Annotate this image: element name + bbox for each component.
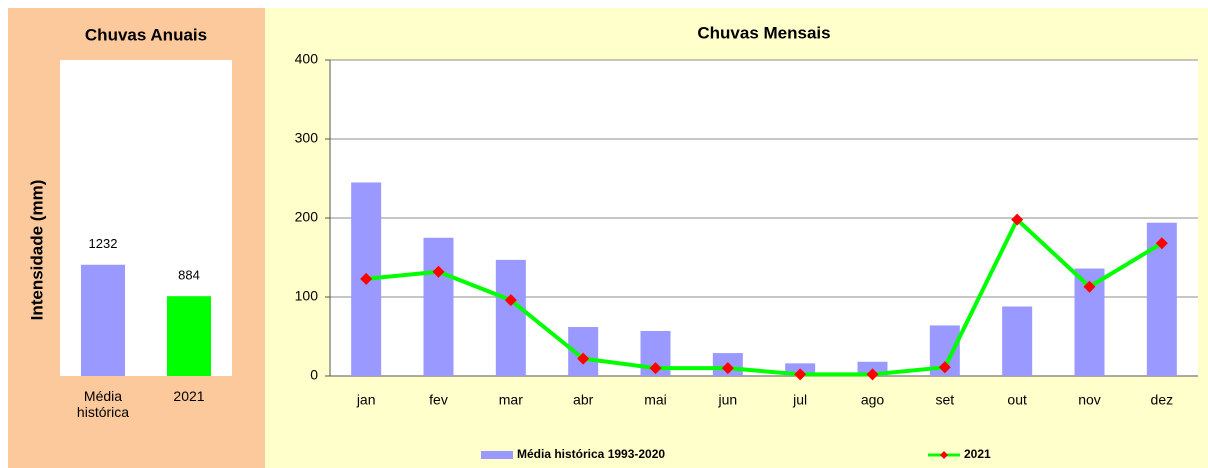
marker bbox=[504, 294, 517, 307]
chart-title: Chuvas Anuais bbox=[85, 25, 207, 44]
y-tick-label: 200 bbox=[295, 209, 319, 225]
x-tick-label: fev bbox=[429, 392, 448, 408]
marker bbox=[938, 361, 951, 374]
x-tick-label: jun bbox=[717, 392, 737, 408]
x-tick-label: jul bbox=[792, 392, 807, 408]
x-tick-label: mar bbox=[499, 392, 523, 408]
marker bbox=[794, 368, 807, 381]
y-tick-label: 0 bbox=[310, 367, 318, 383]
marker bbox=[649, 362, 662, 375]
y-tick-label: 100 bbox=[295, 288, 319, 304]
legend-swatch bbox=[481, 451, 513, 459]
x-tick-label: nov bbox=[1078, 392, 1101, 408]
x-tick-label: ago bbox=[861, 392, 885, 408]
x-tick-label: mai bbox=[644, 392, 667, 408]
x-tick-label: Média histórica bbox=[76, 388, 130, 420]
marker bbox=[432, 265, 445, 278]
data-label: 1232 bbox=[89, 236, 118, 251]
data-label: 884 bbox=[178, 268, 200, 283]
x-tick-label: jan bbox=[356, 392, 376, 408]
x-tick-label: dez bbox=[1151, 392, 1174, 408]
marker bbox=[577, 352, 590, 365]
marker bbox=[721, 362, 734, 375]
line bbox=[365, 217, 1163, 377]
x-tick-label: set bbox=[935, 392, 954, 408]
legend-label: Média histórica 1993-2020 bbox=[517, 447, 665, 461]
y-tick-label: 300 bbox=[295, 130, 319, 146]
marker bbox=[1155, 237, 1168, 250]
bar bbox=[81, 264, 125, 376]
legend-label: 2021 bbox=[964, 447, 991, 461]
marker bbox=[360, 272, 373, 285]
bar bbox=[1002, 306, 1033, 376]
x-tick-label: 2021 bbox=[173, 388, 205, 404]
x-tick-label: 2021 bbox=[173, 388, 205, 404]
x-tick-label: out bbox=[1007, 392, 1027, 408]
marker bbox=[1083, 280, 1096, 293]
bar bbox=[495, 259, 526, 376]
marker bbox=[1011, 213, 1024, 226]
bar bbox=[423, 237, 454, 376]
x-tick-label: abr bbox=[573, 392, 594, 408]
x-tick-label: Média histórica bbox=[76, 388, 130, 420]
y-tick-label: 400 bbox=[295, 51, 319, 67]
bar bbox=[167, 296, 211, 376]
legend-marker bbox=[940, 451, 948, 459]
y-axis-label: Intensidade (mm) bbox=[27, 180, 46, 321]
chart-title: Chuvas Mensais bbox=[697, 23, 830, 42]
marker bbox=[866, 368, 879, 381]
